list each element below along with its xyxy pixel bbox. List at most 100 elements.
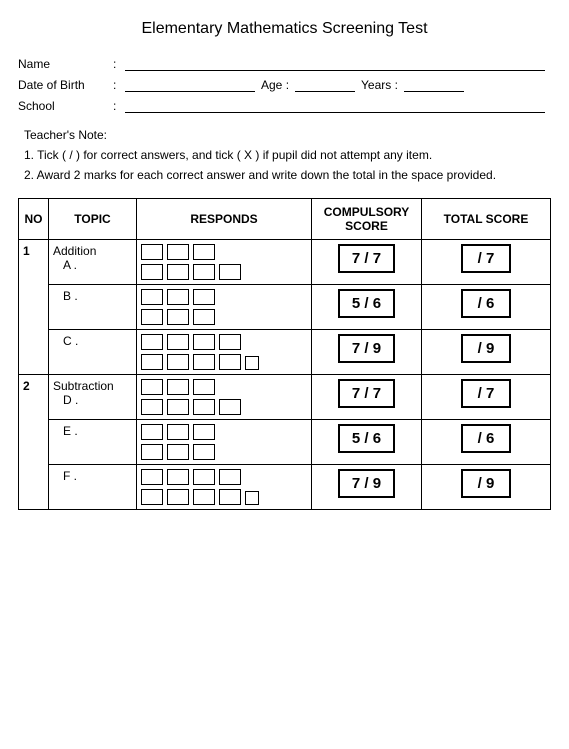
total-score-box[interactable]: / 9 (461, 334, 511, 363)
response-box[interactable] (141, 379, 163, 395)
sub-label: A . (53, 258, 132, 272)
response-box[interactable] (193, 489, 215, 505)
info-row-school: School : (18, 98, 551, 113)
sub-label: E . (53, 424, 132, 438)
total-score-cell: / 9 (422, 465, 551, 510)
compulsory-score-box: 7 / 9 (338, 469, 395, 498)
response-box[interactable] (167, 354, 189, 370)
table-row: 1AdditionA .7 / 7/ 7 (19, 240, 551, 285)
school-label: School (18, 99, 113, 113)
response-box[interactable] (141, 444, 163, 460)
colon: : (113, 78, 125, 92)
response-box[interactable] (141, 354, 163, 370)
page-title: Elementary Mathematics Screening Test (18, 20, 551, 38)
response-box[interactable] (141, 264, 163, 280)
compulsory-score-cell: 7 / 7 (312, 240, 422, 285)
total-score-box[interactable]: / 7 (461, 379, 511, 408)
table-row: C . 7 / 9 / 9 (19, 330, 551, 375)
header-responds: RESPONDS (137, 198, 312, 240)
table-row: F .7 / 9/ 9 (19, 465, 551, 510)
sub-label: C . (53, 334, 132, 348)
response-box[interactable] (167, 399, 189, 415)
total-score-box[interactable]: / 9 (461, 469, 511, 498)
response-box[interactable] (167, 334, 189, 350)
group-number: 1 (19, 240, 49, 375)
years-label: Years : (361, 78, 398, 92)
total-score-cell: / 7 (422, 240, 551, 285)
response-box[interactable] (167, 264, 189, 280)
total-score-box[interactable]: / 6 (461, 424, 511, 453)
topic-cell: B . (49, 285, 137, 330)
colon: : (113, 99, 125, 113)
compulsory-score-cell: 5 / 6 (312, 285, 422, 330)
note-item-1: 1. Tick ( / ) for correct answers, and t… (24, 147, 498, 163)
response-box[interactable] (167, 379, 189, 395)
info-row-dob: Date of Birth : Age : Years : (18, 77, 551, 92)
response-box[interactable] (167, 244, 189, 260)
response-box[interactable] (167, 469, 189, 485)
response-box[interactable] (141, 399, 163, 415)
response-box[interactable] (193, 469, 215, 485)
responds-cell (137, 375, 312, 420)
age-input-line[interactable] (295, 77, 355, 92)
response-box[interactable] (193, 334, 215, 350)
header-compulsory: COMPULSORY SCORE (312, 198, 422, 240)
years-input-line[interactable] (404, 77, 464, 92)
responds-cell (137, 330, 312, 375)
response-box[interactable] (219, 399, 241, 415)
response-box[interactable] (141, 334, 163, 350)
response-box[interactable] (193, 379, 215, 395)
response-box[interactable] (141, 244, 163, 260)
compulsory-score-cell: 7 / 9 (312, 465, 422, 510)
responds-cell (137, 420, 312, 465)
response-box[interactable] (141, 489, 163, 505)
note-item-2: 2. Award 2 marks for each correct answer… (24, 167, 498, 183)
response-box[interactable] (193, 289, 215, 305)
response-box[interactable] (219, 334, 241, 350)
response-box[interactable] (141, 309, 163, 325)
compulsory-score-box: 7 / 7 (338, 244, 395, 273)
compulsory-score-box: 7 / 9 (338, 334, 395, 363)
compulsory-score-box: 5 / 6 (338, 289, 395, 318)
school-input-line[interactable] (125, 98, 545, 113)
response-box[interactable] (193, 264, 215, 280)
table-row: 2SubtractionD .7 / 7/ 7 (19, 375, 551, 420)
response-box[interactable] (141, 424, 163, 440)
dob-input-line[interactable] (125, 77, 255, 92)
response-box[interactable] (193, 424, 215, 440)
total-score-box[interactable]: / 7 (461, 244, 511, 273)
response-box[interactable] (193, 309, 215, 325)
compulsory-score-cell: 7 / 9 (312, 330, 422, 375)
total-score-box[interactable]: / 6 (461, 289, 511, 318)
table-header-row: NO TOPIC RESPONDS COMPULSORY SCORE TOTAL… (19, 198, 551, 240)
colon: : (282, 78, 289, 92)
response-box[interactable] (219, 354, 241, 370)
response-box[interactable] (219, 469, 241, 485)
response-box[interactable] (167, 309, 189, 325)
response-box[interactable] (193, 244, 215, 260)
response-box[interactable] (167, 489, 189, 505)
topic-cell: E . (49, 420, 137, 465)
response-box[interactable] (193, 399, 215, 415)
response-box-small[interactable] (245, 356, 259, 370)
responds-cell (137, 240, 312, 285)
response-box-small[interactable] (245, 491, 259, 505)
compulsory-score-box: 5 / 6 (338, 424, 395, 453)
response-box[interactable] (193, 444, 215, 460)
response-box[interactable] (167, 444, 189, 460)
page: Elementary Mathematics Screening Test Na… (0, 0, 569, 530)
response-box[interactable] (141, 469, 163, 485)
response-box[interactable] (219, 264, 241, 280)
response-box[interactable] (193, 354, 215, 370)
response-box[interactable] (167, 289, 189, 305)
group-number: 2 (19, 375, 49, 510)
sub-label: D . (53, 393, 132, 407)
response-box[interactable] (141, 289, 163, 305)
name-input-line[interactable] (125, 56, 545, 71)
total-score-cell: / 6 (422, 285, 551, 330)
response-box[interactable] (167, 424, 189, 440)
responds-cell (137, 465, 312, 510)
table-row: B . 5 / 6 / 6 (19, 285, 551, 330)
response-box[interactable] (219, 489, 241, 505)
info-row-name: Name : (18, 56, 551, 71)
